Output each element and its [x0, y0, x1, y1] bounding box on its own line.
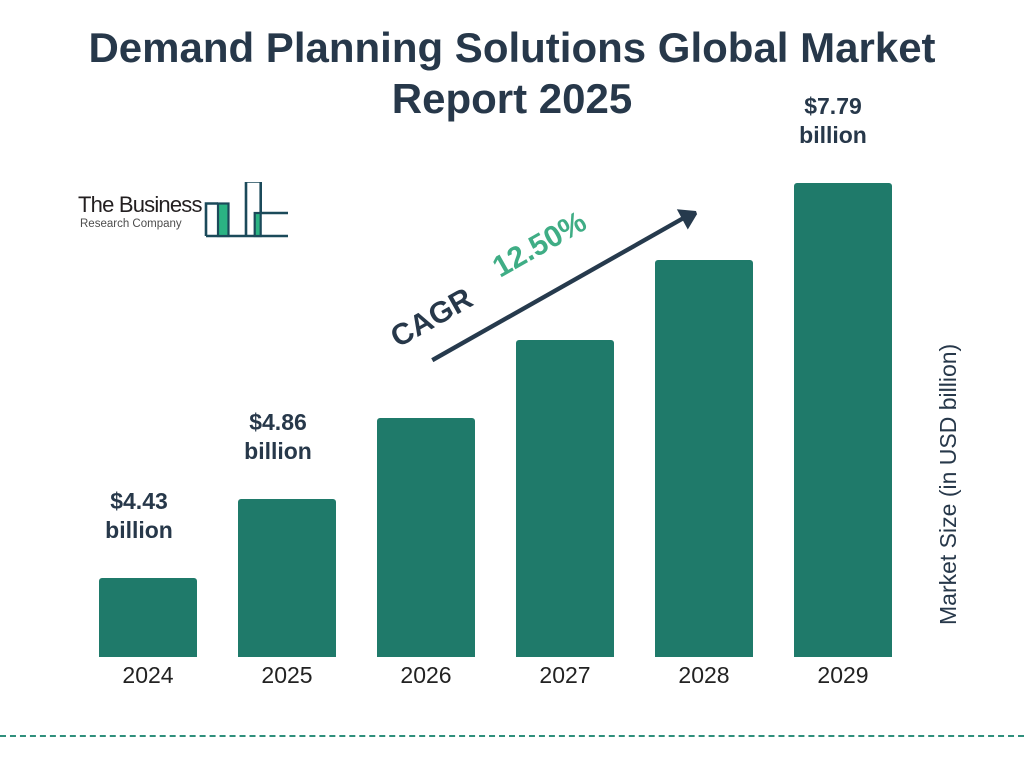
svg-text:The Business: The Business: [78, 192, 202, 217]
svg-text:Research Company: Research Company: [80, 218, 182, 230]
svg-text:12.50%: 12.50%: [487, 205, 592, 284]
